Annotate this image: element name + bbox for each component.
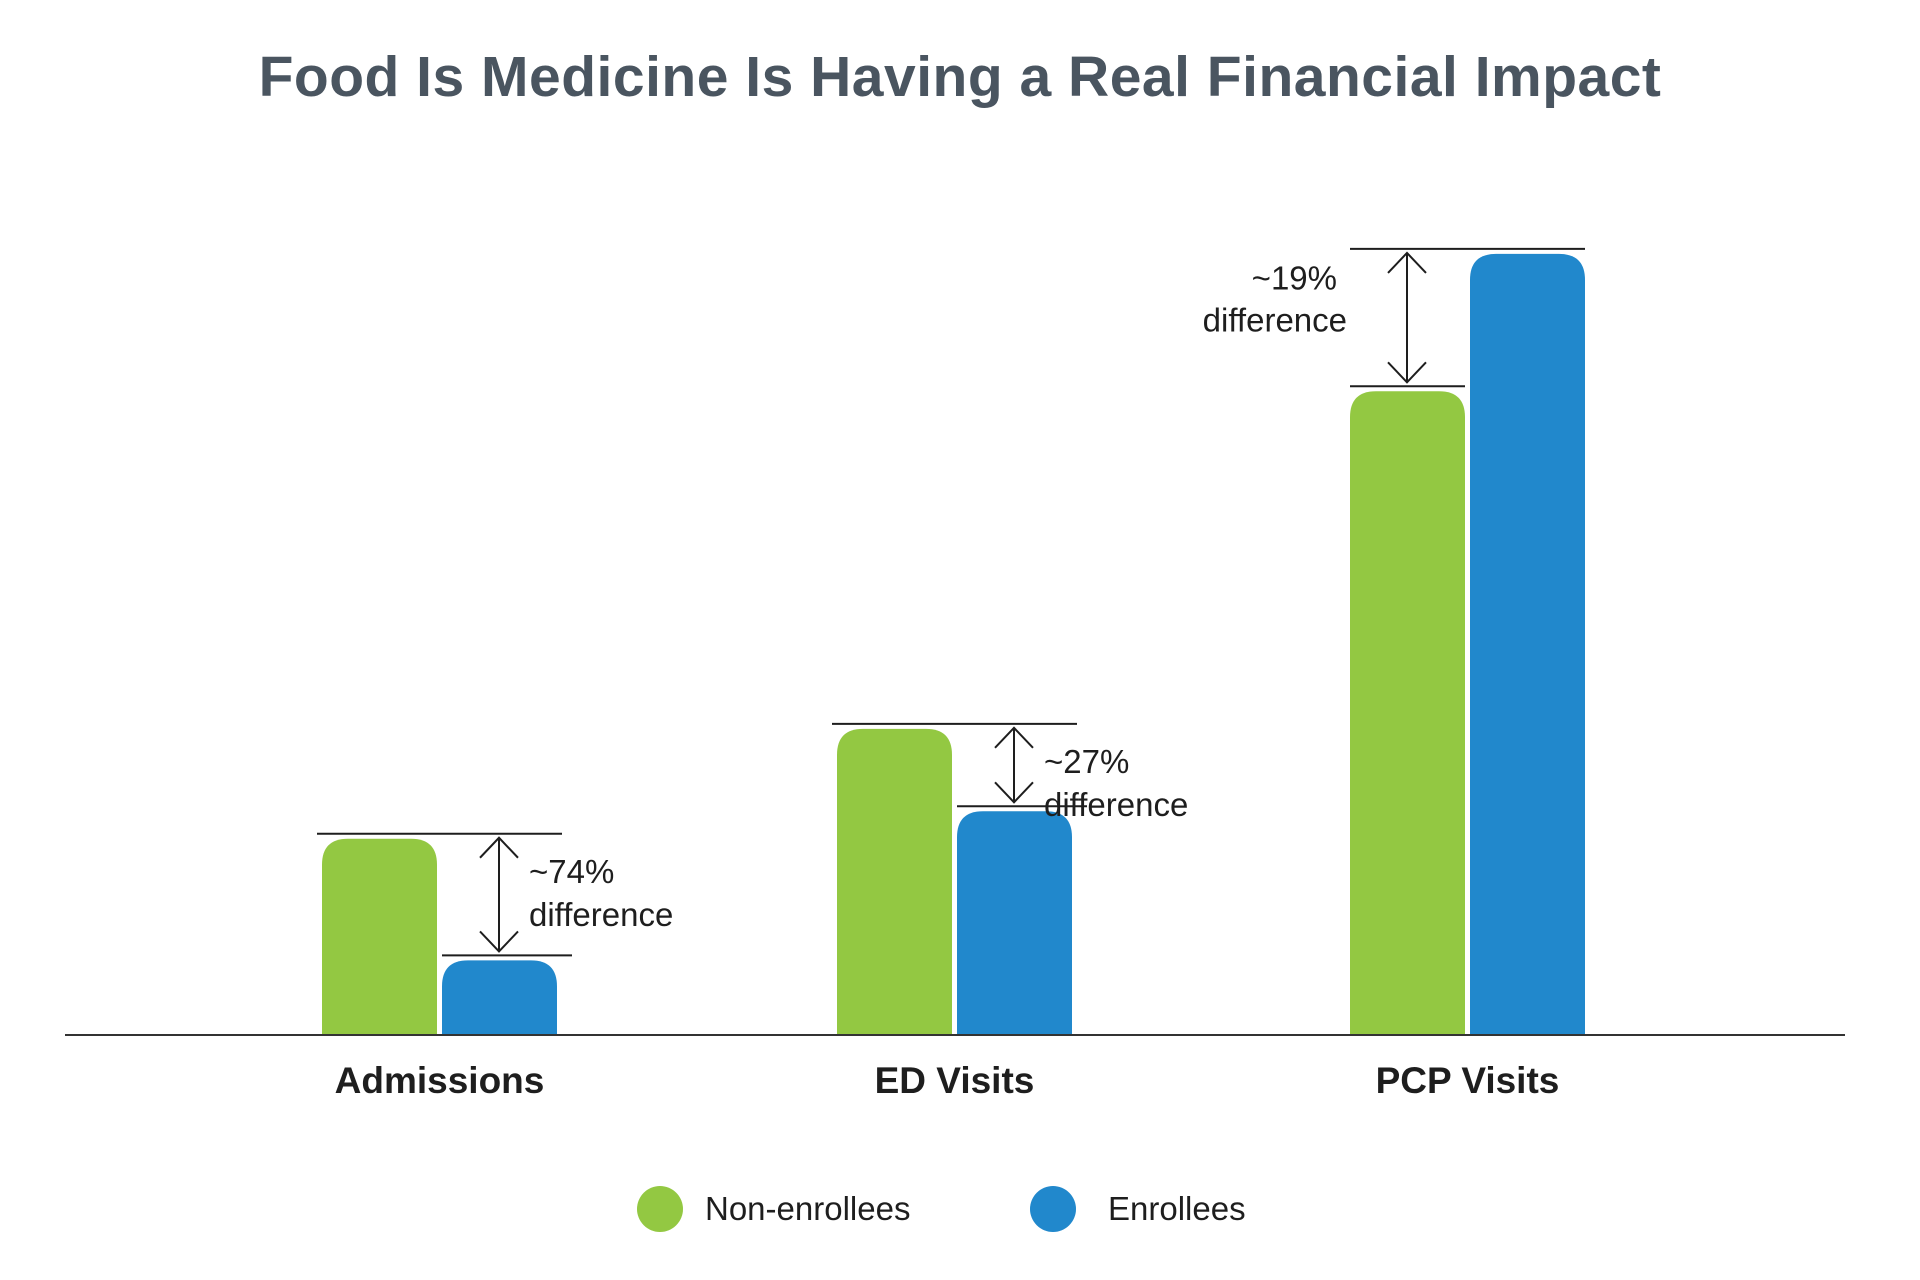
legend-item: Non-enrollees: [637, 1186, 910, 1232]
bar-enrollees-ed-visits: [957, 811, 1072, 1035]
difference-percent: ~19%: [1252, 260, 1337, 297]
arrow-head-up: [994, 726, 1034, 749]
arrow-head-down: [994, 781, 1034, 804]
bar-non-enrollees-pcp-visits: [1350, 391, 1465, 1035]
chart-title: Food Is Medicine Is Having a Real Financ…: [258, 45, 1662, 109]
annotations-layer: ~74% difference ~27% difference ~19% differen…: [317, 247, 1585, 957]
arrow-head-up: [479, 836, 519, 859]
arrow-head-down: [479, 930, 519, 953]
difference-label: difference: [1203, 302, 1347, 339]
difference-percent: ~74%: [529, 853, 614, 890]
legend-label: Non-enrollees: [705, 1190, 910, 1227]
legend-label: Enrollees: [1108, 1190, 1246, 1227]
difference-label: difference: [1044, 786, 1188, 823]
difference-annotation: ~19% difference: [1203, 247, 1585, 388]
arrow-head-down: [1387, 361, 1427, 384]
x-tick-label: PCP Visits: [1376, 1060, 1560, 1101]
difference-percent: ~27%: [1044, 743, 1129, 780]
bar-non-enrollees-ed-visits: [837, 728, 952, 1035]
arrow-head-up: [1387, 251, 1427, 274]
legend-item: Enrollees: [1030, 1186, 1246, 1232]
bar-non-enrollees-admissions: [322, 838, 437, 1035]
difference-label: difference: [529, 896, 673, 933]
difference-annotation: ~27% difference: [832, 722, 1188, 823]
legend-swatch: [637, 1186, 683, 1232]
bar-enrollees-pcp-visits: [1470, 253, 1585, 1036]
category-labels: Admissions ED Visits PCP Visits: [335, 1060, 1560, 1101]
legend-swatch: [1030, 1186, 1076, 1232]
bar-enrollees-admissions: [442, 960, 557, 1035]
difference-annotation: ~74% difference: [317, 832, 673, 957]
legend: Non-enrollees Enrollees: [637, 1186, 1246, 1232]
x-tick-label: ED Visits: [875, 1060, 1035, 1101]
bars-layer: [322, 253, 1585, 1036]
x-tick-label: Admissions: [335, 1060, 545, 1101]
